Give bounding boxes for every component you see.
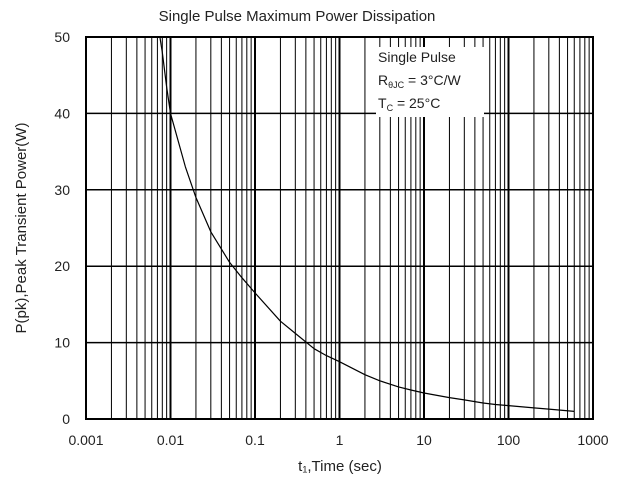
- y-tick-label: 30: [54, 182, 70, 198]
- annotation-line-2-rest: = 3°C/W: [404, 72, 461, 88]
- y-tick-label: 10: [54, 335, 70, 351]
- y-tick-label: 20: [54, 258, 70, 274]
- annotation-line-3-rest: = 25°C: [393, 95, 440, 111]
- annotation-line-2: RθJC = 3°C/W: [378, 72, 461, 90]
- annotation-line-3-sub: C: [387, 103, 394, 113]
- annotation-bg: [376, 47, 484, 117]
- x-tick-label: 10: [416, 432, 432, 448]
- series-layer: [159, 36, 575, 412]
- series-line: [159, 36, 575, 412]
- y-tick-label: 0: [62, 411, 70, 427]
- annotation-line-3: TC = 25°C: [378, 95, 440, 113]
- y-tick-label: 40: [54, 105, 70, 121]
- y-tick-label: 50: [54, 29, 70, 45]
- y-axis-label: P(pk),Peak Transient Power(W): [13, 123, 30, 334]
- chart-title: Single Pulse Maximum Power Dissipation: [159, 8, 436, 25]
- x-tick-label: 0.001: [68, 432, 103, 448]
- annotation-line-2-main: R: [378, 72, 388, 88]
- annotation-line-2-sub: θJC: [388, 80, 405, 90]
- y-tick-labels: 0 10 20 30 40 50: [54, 29, 70, 427]
- x-tick-labels: 0.001 0.01 0.1 1 10 100 1000: [68, 432, 608, 448]
- annotation-line-1: Single Pulse: [378, 49, 456, 65]
- grid-minor: [110, 37, 590, 419]
- x-tick-label: 100: [497, 432, 521, 448]
- x-axis-label: t₁,Time (sec): [298, 458, 382, 475]
- x-tick-label: 0.1: [245, 432, 265, 448]
- plot-frame: [85, 36, 594, 420]
- annotation-line-3-main: T: [378, 95, 387, 111]
- x-tick-label: 0.01: [157, 432, 184, 448]
- legend-annotation: Single Pulse RθJC = 3°C/W TC = 25°C: [376, 47, 484, 117]
- x-tick-label: 1: [336, 432, 344, 448]
- x-tick-label: 1000: [577, 432, 608, 448]
